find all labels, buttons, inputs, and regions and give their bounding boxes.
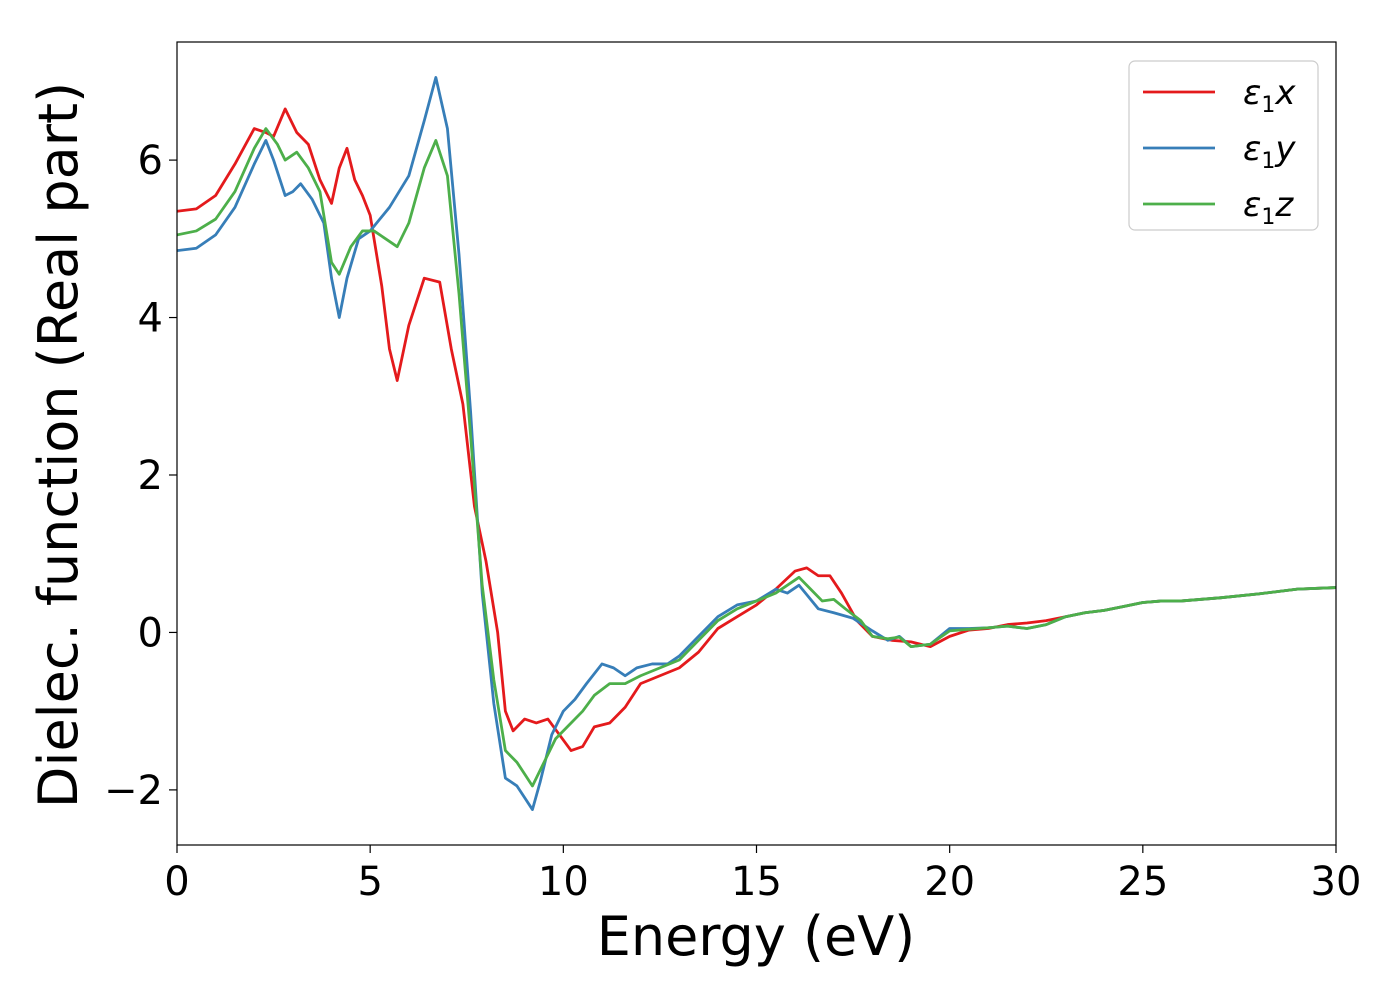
legend-label-y: ε1y bbox=[1243, 129, 1296, 174]
x-tick-label: 20 bbox=[924, 859, 975, 905]
x-tick-label: 5 bbox=[357, 859, 382, 905]
y-tick-label: −2 bbox=[104, 768, 163, 814]
x-tick-label: 10 bbox=[538, 859, 589, 905]
y-axis-title: Dielec. function (Real part) bbox=[27, 82, 90, 808]
series-line-x bbox=[177, 107, 1336, 752]
x-axis-title: Energy (eV) bbox=[597, 905, 916, 968]
y-axis: −2 0 2 4 6 bbox=[104, 138, 177, 814]
x-tick-label: 25 bbox=[1117, 859, 1168, 905]
x-axis: 0 5 10 15 20 25 30 bbox=[164, 845, 1361, 905]
y-tick-label: 0 bbox=[138, 610, 163, 656]
legend: ε1x ε1y ε1z bbox=[1128, 60, 1319, 231]
y-tick-label: 2 bbox=[138, 453, 163, 499]
series-layer bbox=[177, 76, 1336, 811]
x-tick-label: 15 bbox=[731, 859, 782, 905]
x-tick-label: 0 bbox=[164, 859, 189, 905]
legend-box bbox=[1128, 60, 1319, 231]
y-tick-label: 4 bbox=[138, 296, 163, 342]
series-line-z bbox=[177, 127, 1336, 788]
y-tick-label: 6 bbox=[138, 138, 163, 184]
x-tick-label: 30 bbox=[1311, 859, 1362, 905]
legend-label-z: ε1z bbox=[1243, 185, 1294, 230]
legend-label-x: ε1x bbox=[1243, 73, 1296, 118]
